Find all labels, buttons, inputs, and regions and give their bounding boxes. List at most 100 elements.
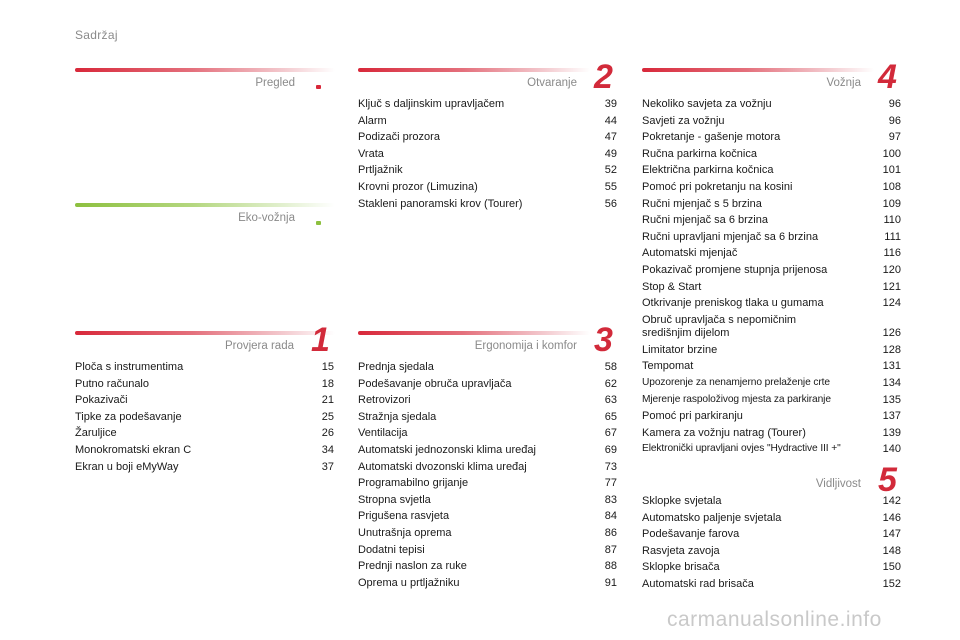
- toc-entry-page: 34: [321, 443, 334, 456]
- toc-entry[interactable]: Automatsko paljenje svjetala 146: [642, 510, 901, 527]
- toc-entry[interactable]: Električna parkirna kočnica 101: [642, 162, 901, 179]
- toc-entry[interactable]: Prednji naslon za ruke 88: [358, 558, 617, 575]
- toc-entry-label: Pokretanje - gašenje motora: [642, 131, 781, 144]
- toc-entry-page: 86: [604, 526, 617, 539]
- toc-list: Ploča s instrumentima 15 Putno računalo 18 P…: [75, 359, 334, 475]
- section-pregled: Pregled: [75, 68, 335, 92]
- toc-entry-page: 91: [604, 576, 617, 589]
- toc-entry[interactable]: Pomoć pri parkiranju 137: [642, 408, 901, 425]
- toc-entry[interactable]: Ploča s instrumentima 15: [75, 359, 334, 376]
- toc-entry[interactable]: Ekran u boji eMyWay 37: [75, 459, 334, 476]
- toc-entry[interactable]: Tempomat 131: [642, 358, 901, 375]
- toc-entry-label: Podešavanje farova: [642, 528, 740, 541]
- toc-entry[interactable]: Pokazivač promjene stupnja prijenosa 120: [642, 262, 901, 279]
- toc-entry-label: Obruč upravljača s nepomičnim središnjim…: [642, 313, 797, 340]
- toc-entry[interactable]: Monokromatski ekran C 34: [75, 442, 334, 459]
- toc-entry[interactable]: Obruč upravljača s nepomičnim središnjim…: [642, 312, 901, 342]
- toc-entry-page: 56: [604, 197, 617, 210]
- toc-entry[interactable]: Ključ s daljinskim upravljačem 39: [358, 96, 617, 113]
- toc-entry[interactable]: Podešavanje obruča upravljača 62: [358, 376, 617, 393]
- toc-entry[interactable]: Pokazivači 21: [75, 392, 334, 409]
- toc-entry-label: Otkrivanje preniskog tlaka u gumama: [642, 297, 824, 310]
- toc-entry[interactable]: Pomoć pri pokretanju na kosini 108: [642, 179, 901, 196]
- toc-entry[interactable]: Vrata 49: [358, 146, 617, 163]
- toc-entry[interactable]: Ventilacija 67: [358, 425, 617, 442]
- section-ergonomija: Ergonomija i komfor 3 Prednja sjedala 58 P…: [358, 323, 617, 592]
- toc-entry[interactable]: Žaruljice 26: [75, 425, 334, 442]
- toc-entry[interactable]: Dodatni tepisi 87: [358, 542, 617, 559]
- section-vidljivost: Vidljivost 5 Sklopke svjetala 142 Automats…: [642, 463, 901, 593]
- toc-entry[interactable]: Stakleni panoramski krov (Tourer) 56: [358, 196, 617, 213]
- watermark: carmanualsonline.info: [667, 608, 882, 631]
- toc-entry-label: Ključ s daljinskim upravljačem: [358, 98, 505, 110]
- toc-entry-label: Tipke za podešavanje: [75, 410, 182, 423]
- toc-entry-label: Automatski jednozonski klima uređaj: [358, 443, 536, 456]
- toc-entry-page: 58: [604, 361, 617, 373]
- toc-entry[interactable]: Elektronički upravljani ovjes "Hydractiv…: [642, 441, 901, 458]
- toc-entry-label: Nekoliko savjeta za vožnju: [642, 98, 772, 110]
- toc-entry[interactable]: Otkrivanje preniskog tlaka u gumama 124: [642, 295, 901, 312]
- toc-entry-page: 131: [882, 360, 901, 373]
- toc-entry[interactable]: Programabilno grijanje 77: [358, 475, 617, 492]
- toc-entry-label: Podizači prozora: [358, 131, 440, 144]
- toc-entry[interactable]: Stop & Start 121: [642, 279, 901, 296]
- section-voznja: Vožnja 4 Nekoliko savjeta za vožnju 96 Sav…: [642, 60, 901, 458]
- section-number: 3: [594, 321, 613, 359]
- toc-entry[interactable]: Pokretanje - gašenje motora 97: [642, 129, 901, 146]
- toc-entry[interactable]: Automatski mjenjač 116: [642, 245, 901, 262]
- toc-entry[interactable]: Ručni mjenjač s 5 brzina 109: [642, 196, 901, 213]
- toc-entry-label: Automatski rad brisača: [642, 577, 754, 590]
- toc-entry-label: Limitator brzine: [642, 343, 718, 356]
- toc-entry[interactable]: Stražnja sjedala 65: [358, 409, 617, 426]
- toc-entry-label: Stropna svjetla: [358, 493, 431, 506]
- toc-entry[interactable]: Sklopke svjetala 142: [642, 493, 901, 510]
- toc-entry[interactable]: Krovni prozor (Limuzina) 55: [358, 179, 617, 196]
- toc-entry[interactable]: Putno računalo 18: [75, 376, 334, 393]
- toc-entry[interactable]: Rasvjeta zavoja 148: [642, 543, 901, 560]
- toc-entry-page: 26: [321, 427, 334, 440]
- section-title: Pregled: [255, 77, 295, 89]
- toc-entry-label: Monokromatski ekran C: [75, 443, 192, 456]
- section-number: 4: [878, 58, 897, 96]
- toc-entry[interactable]: Automatski rad brisača 152: [642, 576, 901, 593]
- toc-entry[interactable]: Unutrašnja oprema 86: [358, 525, 617, 542]
- toc-entry[interactable]: Kamera za vožnju natrag (Tourer) 139: [642, 425, 901, 442]
- toc-entry-page: 39: [604, 98, 617, 110]
- toc-entry-page: 109: [882, 197, 901, 210]
- toc-entry-page: 63: [604, 394, 617, 407]
- toc-entry[interactable]: Nekoliko savjeta za vožnju 96: [642, 96, 901, 113]
- toc-entry[interactable]: Upozorenje za nenamjerno prelaženje crte…: [642, 375, 901, 392]
- toc-entry[interactable]: Sklopke brisača 150: [642, 559, 901, 576]
- toc-entry[interactable]: Stropna svjetla 83: [358, 492, 617, 509]
- toc-entry[interactable]: Retrovizori 63: [358, 392, 617, 409]
- toc-entry[interactable]: Prednja sjedala 58: [358, 359, 617, 376]
- toc-entry-label: Prtljažnik: [358, 164, 403, 177]
- section-title: Ergonomija i komfor: [474, 340, 577, 352]
- section-number: 1: [311, 321, 330, 359]
- section-dot: [316, 221, 321, 225]
- toc-entry-label: Podešavanje obruča upravljača: [358, 377, 512, 390]
- toc-entry[interactable]: Tipke za podešavanje 25: [75, 409, 334, 426]
- toc-entry-label: Ručni mjenjač sa 6 brzina: [642, 214, 768, 227]
- toc-entry[interactable]: Automatski dvozonski klima uređaj 73: [358, 459, 617, 476]
- toc-entry[interactable]: Prtljažnik 52: [358, 162, 617, 179]
- toc-entry-page: 25: [321, 410, 334, 423]
- toc-entry[interactable]: Savjeti za vožnju 96: [642, 113, 901, 130]
- section-title: Vidljivost: [815, 478, 861, 490]
- section-number: 5: [878, 461, 897, 499]
- toc-entry[interactable]: Podešavanje farova 147: [642, 526, 901, 543]
- toc-entry[interactable]: Ručni mjenjač sa 6 brzina 110: [642, 212, 901, 229]
- toc-entry[interactable]: Limitator brzine 128: [642, 342, 901, 359]
- toc-entry[interactable]: Alarm 44: [358, 113, 617, 130]
- toc-entry[interactable]: Oprema u prtljažniku 91: [358, 575, 617, 592]
- toc-entry[interactable]: Podizači prozora 47: [358, 129, 617, 146]
- toc-entry[interactable]: Ručni upravljani mjenjač sa 6 brzina 111: [642, 229, 901, 246]
- toc-entry-page: 52: [604, 164, 617, 177]
- toc-entry[interactable]: Mjerenje raspoloživog mjesta za parkiran…: [642, 392, 901, 409]
- toc-entry[interactable]: Ručna parkirna kočnica 100: [642, 146, 901, 163]
- toc-entry-page: 137: [882, 410, 901, 423]
- toc-entry-label: Stop & Start: [642, 280, 702, 293]
- toc-entry[interactable]: Automatski jednozonski klima uređaj 69: [358, 442, 617, 459]
- section-title: Vožnja: [826, 77, 861, 89]
- toc-entry[interactable]: Prigušena rasvjeta 84: [358, 508, 617, 525]
